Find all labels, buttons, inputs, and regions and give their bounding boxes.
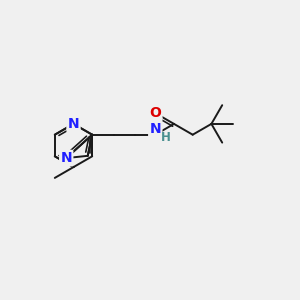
Text: N: N — [60, 151, 72, 165]
Text: H: H — [161, 131, 171, 144]
Text: O: O — [149, 106, 161, 120]
Text: N: N — [68, 117, 79, 131]
Text: N: N — [149, 122, 161, 136]
